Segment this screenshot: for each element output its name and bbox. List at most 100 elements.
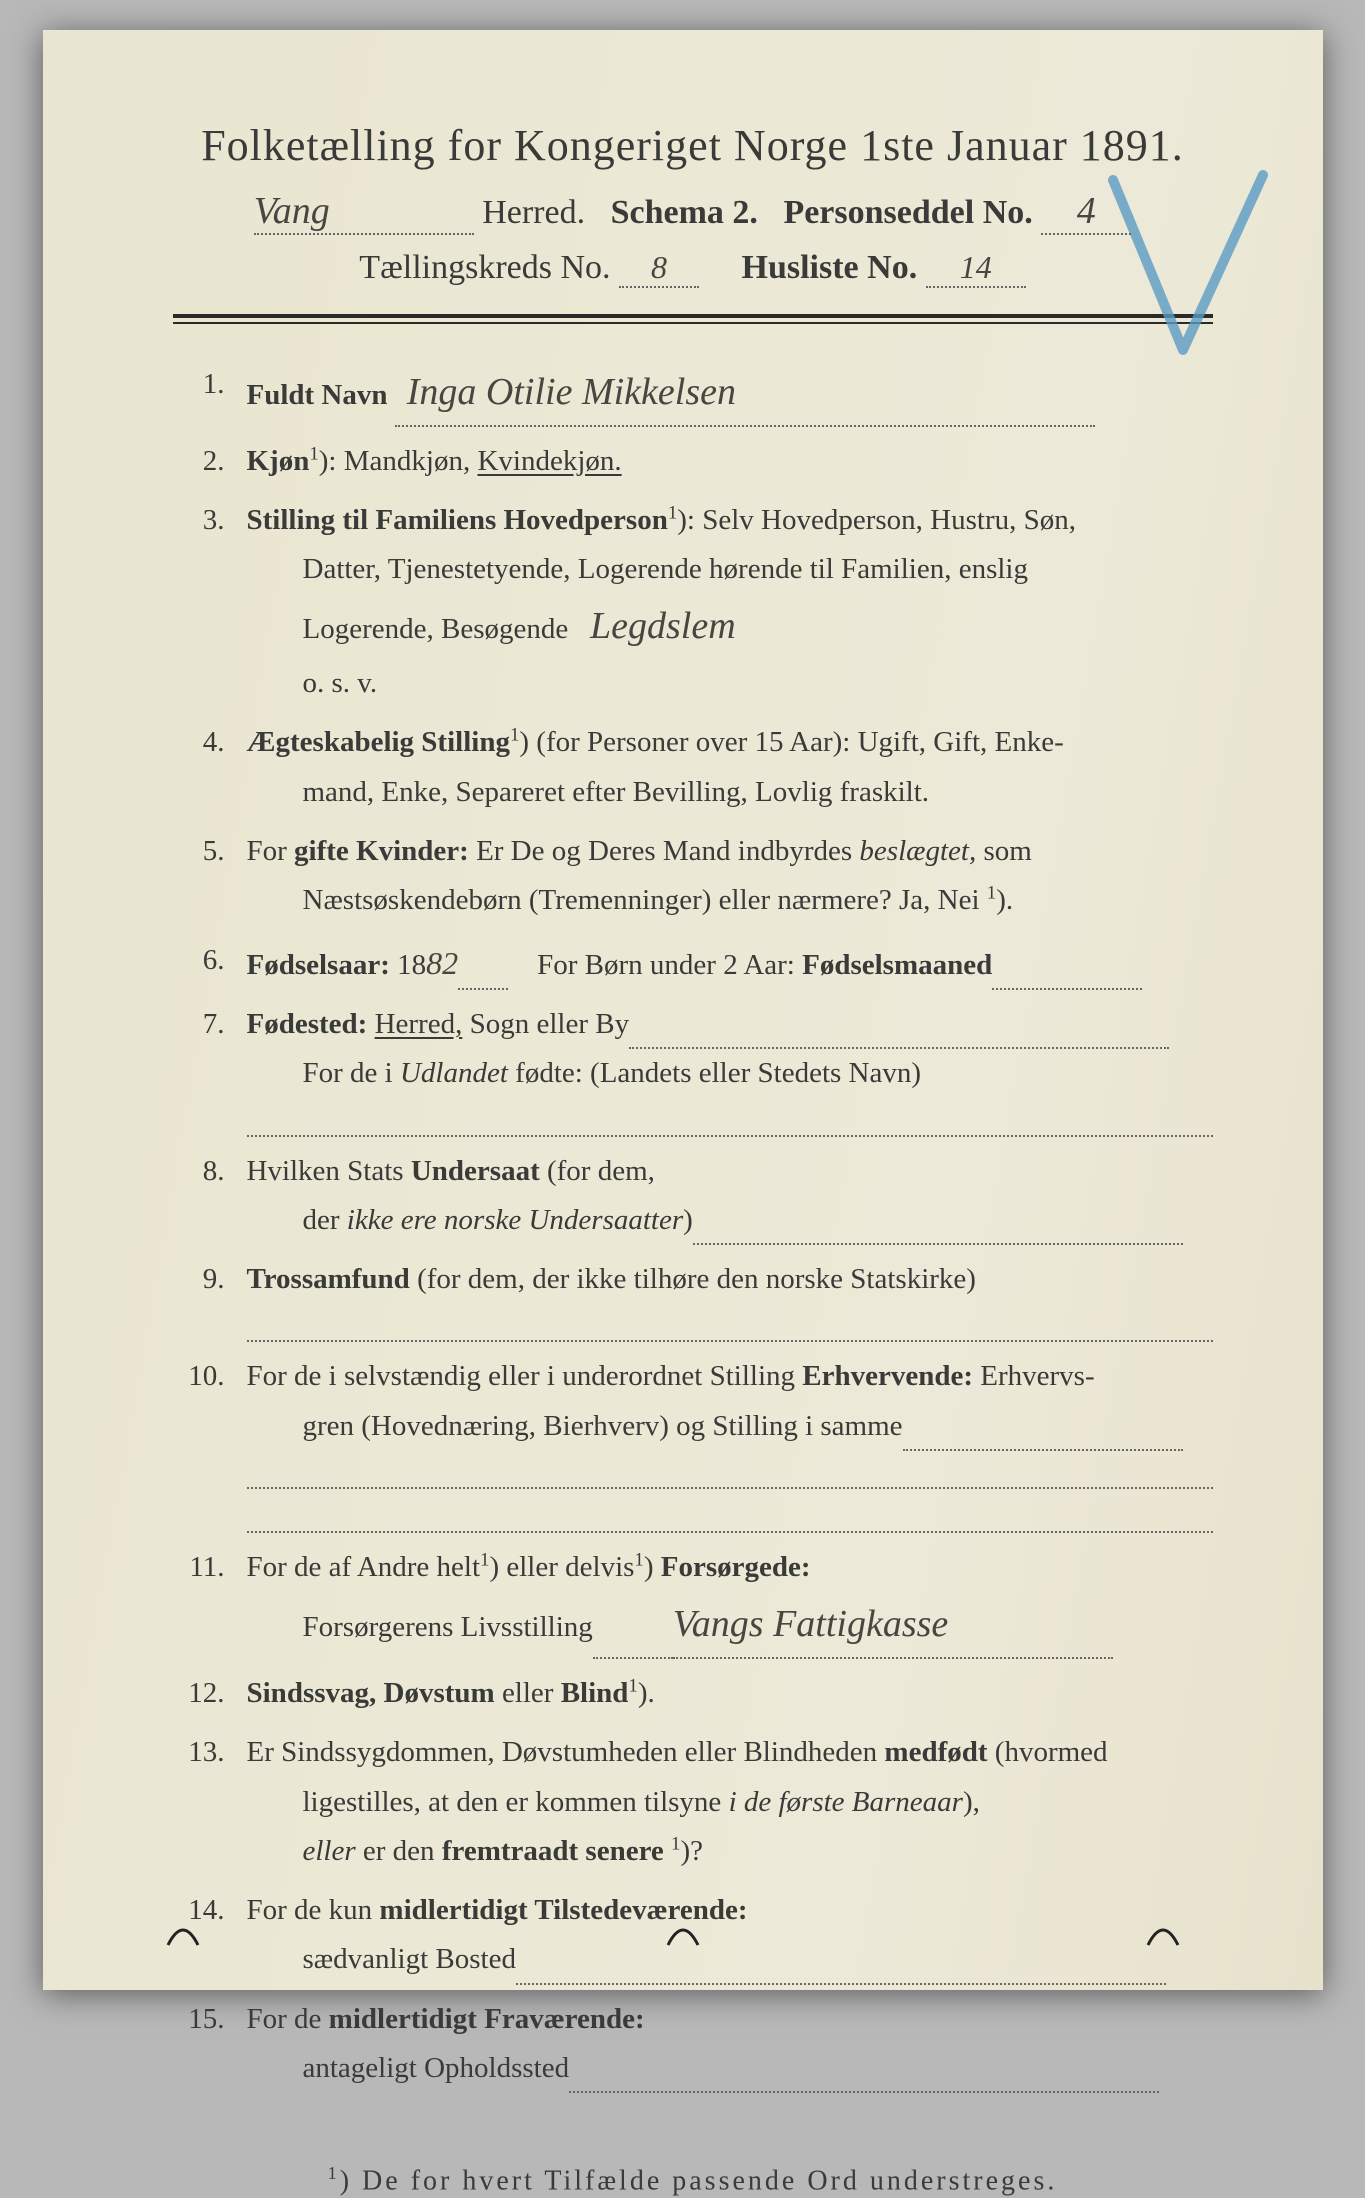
item-5-sup: 1 [987, 883, 996, 904]
item-12-sup: 1 [628, 1675, 637, 1696]
item-11-num: 11. [173, 1543, 247, 1659]
item-8-line-b-a: der [303, 1204, 347, 1236]
item-11-line-a-bold: Forsørgede: [661, 1551, 811, 1583]
item-1-num: 1. [173, 360, 247, 427]
item-13-line-c-a: er den [356, 1835, 442, 1867]
item-3-line-b: Datter, Tjenestetyende, Logerende hørend… [247, 545, 1213, 594]
item-11-hw: Vangs Fattigkasse [673, 1592, 1113, 1659]
form-title: Folketælling for Kongeriget Norge 1ste J… [173, 120, 1213, 171]
item-11-line-a-a: For de af Andre helt [247, 1551, 481, 1583]
item-8-line-a-b: (for dem, [540, 1155, 655, 1187]
item-7-line-b-ital: Udlandet [400, 1057, 508, 1089]
item-4-label: Ægteskabelig Stilling [247, 726, 510, 758]
item-13-line-b-b: ), [963, 1786, 980, 1818]
herred-handwritten: Vang [254, 189, 474, 235]
item-10-line-a-bold: Erhvervende: [802, 1360, 973, 1392]
item-5: 5. For gifte Kvinder: Er De og Deres Man… [173, 827, 1213, 926]
item-2-opt1: Mandkjøn, [344, 445, 470, 477]
item-12-close: ). [638, 1677, 655, 1709]
item-2-num: 2. [173, 437, 247, 486]
item-6-born-label: For Børn under 2 Aar: [537, 949, 802, 981]
binding-mark-right [1143, 1910, 1183, 1950]
item-13-line-c-ital: eller [303, 1835, 356, 1867]
item-5-line-a2: som [976, 835, 1032, 867]
kreds-no-hw: 8 [619, 249, 699, 288]
item-3-sup: 1 [668, 502, 677, 523]
footnote-text: ) De for hvert Tilfælde passende Ord und… [340, 2166, 1058, 2197]
item-14-line-a-a: For de kun [247, 1894, 380, 1926]
header-line-3: Tællingskreds No. 8 Husliste No. 14 [173, 249, 1213, 288]
item-3-line-d: o. s. v. [247, 659, 1213, 708]
item-4-sup: 1 [510, 725, 519, 746]
item-3-num: 3. [173, 496, 247, 708]
footnote-sup: 1 [328, 2163, 340, 2183]
item-4-line-a: Ugift, Gift, Enke- [858, 726, 1064, 758]
item-11-line-a-c: ) [644, 1551, 661, 1583]
footnote: 1) De for hvert Tilfælde passende Ord un… [173, 2163, 1213, 2197]
item-10: 10. For de i selvstændig eller i underor… [173, 1352, 1213, 1533]
item-13: 13. Er Sindssygdommen, Døvstumheden elle… [173, 1728, 1213, 1876]
item-6-year-hw: 82 [426, 936, 458, 990]
item-13-line-a-b: (hvormed [988, 1736, 1108, 1768]
item-4-paren: ) (for Personer over 15 Aar): [519, 726, 850, 758]
item-4-num: 4. [173, 718, 247, 817]
item-4: 4. Ægteskabelig Stilling1) (for Personer… [173, 718, 1213, 817]
item-10-line-a-a: For de i selvstændig eller i underordnet… [247, 1360, 803, 1392]
item-11-line-b: Forsørgerens Livsstilling [303, 1611, 593, 1643]
item-8-line-b-ital: ikke ere norske Undersaatter [347, 1204, 683, 1236]
item-2-sup: 1 [309, 443, 318, 464]
item-5-label-b: gifte Kvinder: [294, 835, 469, 867]
item-11: 11. For de af Andre helt1) eller delvis1… [173, 1543, 1213, 1659]
item-13-line-c-bold: fremtraadt senere [442, 1835, 664, 1867]
item-7-herred: Herred, [375, 1008, 463, 1040]
item-6-num: 6. [173, 936, 247, 990]
item-5-close: ). [996, 884, 1013, 916]
item-6-born-bold: Fødselsmaaned [802, 949, 992, 981]
item-7-rest: Sogn eller By [462, 1008, 629, 1040]
item-12-label: Sindssvag, Døvstum [247, 1677, 495, 1709]
item-6-label: Fødselsaar: [247, 949, 390, 981]
item-3-hw: Legdslem [590, 594, 736, 659]
schema-label: Schema 2. [611, 194, 758, 231]
item-6: 6. Fødselsaar: 1882 For Børn under 2 Aar… [173, 936, 1213, 990]
item-8-line-a-bold: Undersaat [411, 1155, 540, 1187]
item-8: 8. Hvilken Stats Undersaat (for dem, der… [173, 1147, 1213, 1246]
kreds-label: Tællingskreds No. [359, 249, 610, 286]
census-form-page: Folketælling for Kongeriget Norge 1ste J… [43, 30, 1323, 1990]
husliste-label: Husliste No. [742, 249, 918, 286]
item-11-sup2: 1 [634, 1549, 643, 1570]
herred-label: Herred. [482, 194, 585, 231]
item-8-num: 8. [173, 1147, 247, 1246]
item-6-year-prefix: 18 [390, 949, 426, 981]
personseddel-no-hw: 4 [1041, 189, 1131, 235]
husliste-no-hw: 14 [926, 249, 1026, 288]
item-10-line-b: gren (Hovednæring, Bierhverv) og Stillin… [303, 1410, 903, 1442]
item-2-label: Kjøn [247, 445, 310, 477]
item-2-colon: ): [319, 445, 337, 477]
item-9-label: Trossamfund [247, 1263, 410, 1295]
item-1-label: Fuldt Navn [247, 379, 388, 411]
item-9-num: 9. [173, 1255, 247, 1342]
item-5-num: 5. [173, 827, 247, 926]
item-13-line-a-bold: medfødt [884, 1736, 987, 1768]
item-2: 2. Kjøn1): Mandkjøn, Kvindekjøn. [173, 437, 1213, 486]
item-4-line-b: mand, Enke, Separeret efter Bevilling, L… [247, 768, 1213, 817]
item-1-name-hw: Inga Otilie Mikkelsen [395, 360, 1095, 427]
item-3-line-a: Selv Hovedperson, Hustru, Søn, [702, 504, 1076, 536]
item-12: 12. Sindssvag, Døvstum eller Blind1). [173, 1669, 1213, 1718]
item-10-num: 10. [173, 1352, 247, 1533]
item-8-line-a-a: Hvilken Stats [247, 1155, 411, 1187]
personseddel-label: Personseddel No. [783, 194, 1032, 231]
header-line-2: Vang Herred. Schema 2. Personseddel No. … [173, 189, 1213, 235]
item-7: 7. Fødested: Herred, Sogn eller By For d… [173, 1000, 1213, 1137]
item-7-num: 7. [173, 1000, 247, 1137]
item-3: 3. Stilling til Familiens Hovedperson1):… [173, 496, 1213, 708]
item-5-line-b: Næstsøskendebørn (Tremenninger) eller næ… [303, 884, 987, 916]
item-12-rest-a: eller [495, 1677, 561, 1709]
item-15-line-a-bold: midlertidigt Fraværende: [329, 2003, 645, 2035]
item-3-label: Stilling til Familiens Hovedperson [247, 504, 668, 536]
item-9-rest: (for dem, der ikke tilhøre den norske St… [410, 1263, 976, 1295]
item-11-line-a-b: ) eller delvis [489, 1551, 634, 1583]
item-10-line-a-b: Erhvervs- [973, 1360, 1095, 1392]
item-5-label-a: For [247, 835, 295, 867]
